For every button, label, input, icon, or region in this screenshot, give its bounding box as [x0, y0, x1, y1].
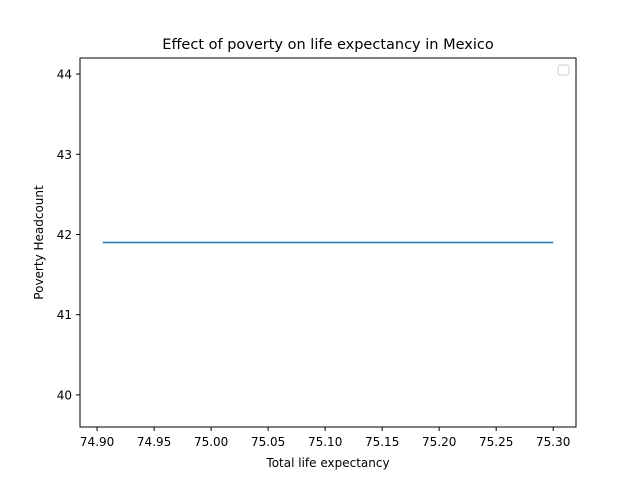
y-tick-label: 40: [57, 388, 72, 402]
x-axis-label: Total life expectancy: [265, 456, 389, 470]
x-axis: 74.90 74.95 75.00 75.05 75.10 75.15 75.20 75.25…: [80, 427, 570, 449]
plot-frame: [79, 57, 577, 428]
x-tick-label: 75.00: [194, 435, 228, 449]
y-tick-label: 42: [57, 228, 72, 242]
y-axis-label: Poverty Headcount: [32, 185, 46, 300]
x-tick-label: 74.90: [80, 435, 114, 449]
x-tick-label: 75.20: [422, 435, 456, 449]
chart-title: Effect of poverty on life expectancy in …: [162, 37, 494, 53]
x-tick-label: 75.05: [251, 435, 285, 449]
legend-box: [557, 64, 570, 76]
x-tick-label: 75.15: [365, 435, 399, 449]
x-tick-label: 75.10: [308, 435, 342, 449]
x-tick-label: 74.95: [137, 435, 171, 449]
x-tick-label: 75.30: [536, 435, 570, 449]
y-tick-label: 43: [57, 148, 72, 162]
y-tick-label: 44: [57, 68, 72, 82]
y-axis: 40 41 42 43 44: [57, 68, 80, 402]
x-tick-label: 75.25: [479, 435, 513, 449]
y-tick-label: 41: [57, 308, 72, 322]
